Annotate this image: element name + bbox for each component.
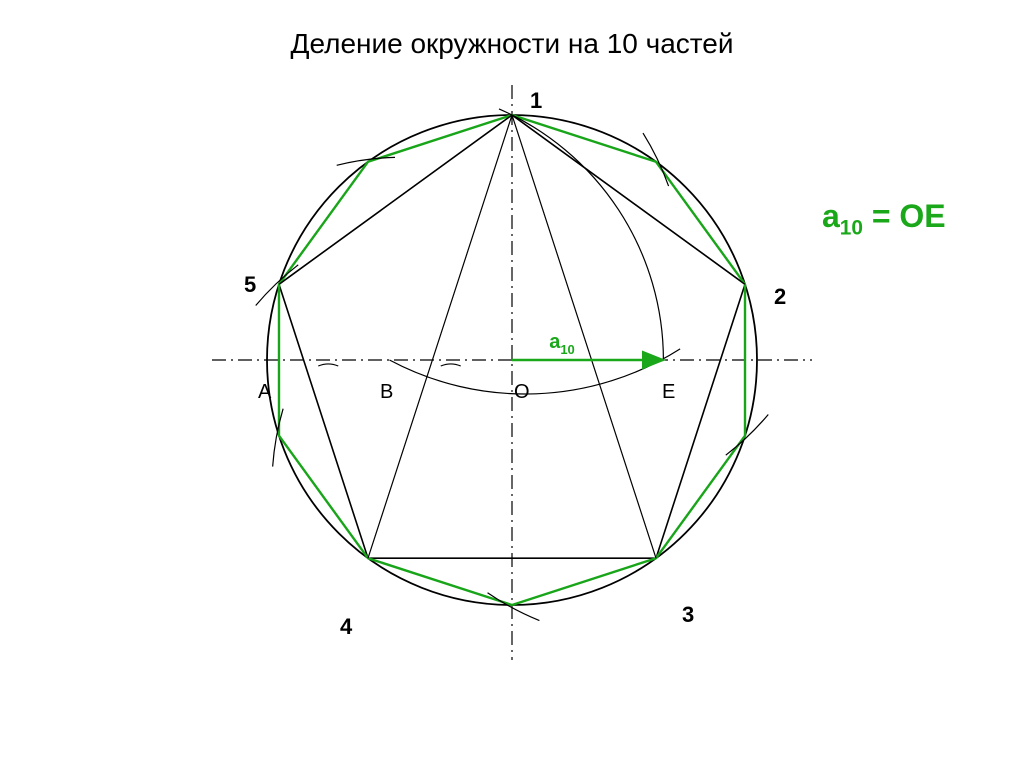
bisect-tick bbox=[441, 364, 461, 366]
construction-line bbox=[279, 115, 512, 284]
construction-line bbox=[512, 115, 745, 284]
vertex-label: 5 bbox=[244, 272, 256, 297]
construction-line bbox=[368, 115, 512, 558]
construction-diagram: 1 2 3 4 5 A B O Ea10 bbox=[212, 60, 812, 680]
division-tick bbox=[726, 414, 769, 455]
point-label: E bbox=[662, 381, 675, 403]
point-label: B bbox=[380, 381, 393, 403]
division-tick bbox=[256, 265, 299, 306]
division-tick bbox=[488, 593, 540, 621]
point-label: A bbox=[258, 381, 272, 403]
diagram-title: Деление окружности на 10 частей bbox=[0, 0, 1024, 60]
pentagon bbox=[279, 115, 745, 558]
formula-a10: a10 = ОЕ bbox=[822, 198, 946, 240]
vertex-label: 4 bbox=[340, 614, 353, 639]
vertex-label: 3 bbox=[682, 602, 694, 627]
a10-label: a10 bbox=[549, 331, 575, 357]
arc-b-to-e bbox=[499, 109, 663, 360]
vertex-label: 1 bbox=[530, 88, 542, 113]
construction-line bbox=[512, 115, 656, 558]
bisect-tick bbox=[318, 364, 338, 366]
vertex-label: 2 bbox=[774, 284, 786, 309]
arc-1-to-b bbox=[390, 349, 681, 394]
point-label: O bbox=[514, 381, 530, 403]
